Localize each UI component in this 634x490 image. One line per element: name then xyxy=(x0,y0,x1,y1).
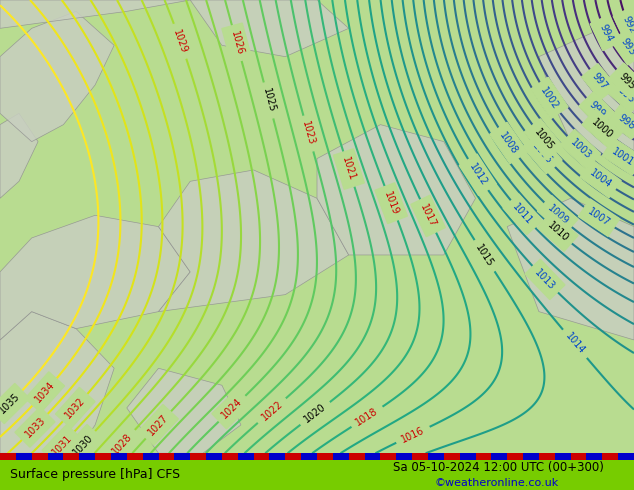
Text: 1030: 1030 xyxy=(70,432,94,457)
Bar xyxy=(507,453,523,460)
Text: 1008: 1008 xyxy=(498,130,519,156)
Bar xyxy=(95,453,111,460)
Text: 1013: 1013 xyxy=(533,267,557,292)
Bar xyxy=(32,453,48,460)
Bar xyxy=(618,453,634,460)
Bar xyxy=(349,453,365,460)
Bar xyxy=(79,453,95,460)
Text: 1029: 1029 xyxy=(171,28,189,54)
Text: 1012: 1012 xyxy=(467,162,489,188)
Text: Sa 05-10-2024 12:00 UTC (00+300): Sa 05-10-2024 12:00 UTC (00+300) xyxy=(393,461,604,474)
Bar xyxy=(190,453,206,460)
Polygon shape xyxy=(0,312,114,453)
Text: Surface pressure [hPa] CFS: Surface pressure [hPa] CFS xyxy=(10,468,179,481)
Text: 1000: 1000 xyxy=(590,117,615,140)
Text: 1035: 1035 xyxy=(0,392,22,416)
Text: 1002: 1002 xyxy=(538,85,560,111)
Text: 995: 995 xyxy=(617,71,634,91)
Text: 998: 998 xyxy=(616,112,634,131)
Text: 1033: 1033 xyxy=(23,415,47,440)
Bar xyxy=(602,453,618,460)
Text: 1017: 1017 xyxy=(418,203,438,229)
Text: 1020: 1020 xyxy=(302,402,328,425)
Bar xyxy=(365,453,380,460)
Polygon shape xyxy=(127,368,241,453)
Bar xyxy=(127,453,143,460)
Text: 1023: 1023 xyxy=(301,121,316,147)
Text: 993: 993 xyxy=(619,36,634,57)
Text: 1015: 1015 xyxy=(474,243,495,269)
Bar xyxy=(396,453,412,460)
Text: 1001: 1001 xyxy=(610,146,634,168)
Polygon shape xyxy=(539,28,634,170)
Text: 1004: 1004 xyxy=(588,168,614,190)
Polygon shape xyxy=(0,11,114,142)
Bar xyxy=(380,453,396,460)
Text: 1009: 1009 xyxy=(545,203,570,227)
Text: 1034: 1034 xyxy=(33,380,56,405)
Polygon shape xyxy=(190,0,349,57)
Polygon shape xyxy=(0,0,190,28)
Text: 1022: 1022 xyxy=(259,399,285,422)
Text: 1019: 1019 xyxy=(382,190,400,217)
Bar xyxy=(333,453,349,460)
Text: 1010: 1010 xyxy=(545,220,570,244)
Bar xyxy=(476,453,491,460)
Polygon shape xyxy=(317,124,476,255)
Bar xyxy=(238,453,254,460)
Text: 1026: 1026 xyxy=(229,30,245,56)
Bar xyxy=(285,453,301,460)
Text: 1027: 1027 xyxy=(146,413,171,437)
Bar xyxy=(491,453,507,460)
Text: 1024: 1024 xyxy=(219,396,244,421)
Bar xyxy=(206,453,222,460)
Bar xyxy=(63,453,79,460)
Bar xyxy=(269,453,285,460)
Text: 1006: 1006 xyxy=(531,141,554,166)
Text: 1032: 1032 xyxy=(63,395,87,420)
Text: 1003: 1003 xyxy=(568,137,593,161)
Text: 992: 992 xyxy=(621,14,634,35)
Text: 994: 994 xyxy=(598,22,614,43)
Bar xyxy=(571,453,586,460)
Bar xyxy=(301,453,317,460)
Text: 1031: 1031 xyxy=(50,432,74,457)
Polygon shape xyxy=(158,170,349,312)
Bar xyxy=(48,453,63,460)
Text: 996: 996 xyxy=(616,85,634,105)
Bar xyxy=(428,453,444,460)
Text: 1016: 1016 xyxy=(399,425,426,444)
Text: 1028: 1028 xyxy=(110,431,134,456)
Text: 1011: 1011 xyxy=(511,202,534,227)
Bar xyxy=(158,453,174,460)
Text: 1014: 1014 xyxy=(563,331,586,356)
Bar xyxy=(0,453,16,460)
Polygon shape xyxy=(0,113,38,198)
Polygon shape xyxy=(507,198,634,340)
Bar xyxy=(222,453,238,460)
Text: 1018: 1018 xyxy=(354,406,380,428)
Bar xyxy=(174,453,190,460)
Bar xyxy=(586,453,602,460)
Bar xyxy=(143,453,158,460)
Bar xyxy=(16,453,32,460)
Polygon shape xyxy=(0,215,190,340)
Text: 1025: 1025 xyxy=(261,87,276,114)
Text: 1007: 1007 xyxy=(586,207,612,229)
Bar xyxy=(444,453,460,460)
Bar xyxy=(555,453,571,460)
Bar xyxy=(523,453,539,460)
Bar xyxy=(254,453,269,460)
Text: 1005: 1005 xyxy=(532,126,555,152)
Bar xyxy=(412,453,428,460)
Bar xyxy=(317,453,333,460)
Text: 999: 999 xyxy=(586,99,607,120)
Text: ©weatheronline.co.uk: ©weatheronline.co.uk xyxy=(434,478,559,489)
Bar xyxy=(111,453,127,460)
Text: 1021: 1021 xyxy=(340,156,358,182)
Bar xyxy=(460,453,476,460)
Text: 997: 997 xyxy=(590,72,609,92)
Bar xyxy=(539,453,555,460)
